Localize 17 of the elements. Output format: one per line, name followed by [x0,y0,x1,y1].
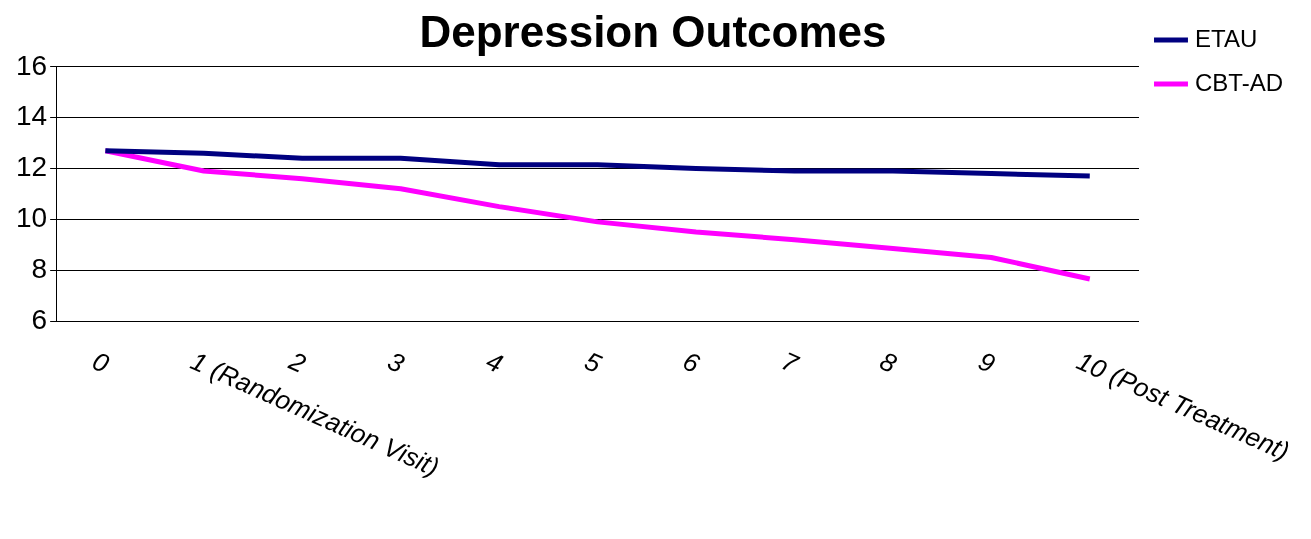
x-tick-label: 9 [973,345,1000,379]
x-tick-label: 3 [383,345,410,380]
y-tick-label: 8 [31,252,48,284]
x-tick-label: 7 [777,345,804,380]
y-tick-label: 14 [15,100,48,132]
legend-label: ETAU [1194,24,1258,52]
y-tick-label: 12 [15,151,48,183]
x-tick-label: 5 [580,345,607,380]
y-tick-label: 6 [31,303,48,335]
x-tick-label: 8 [875,345,902,380]
x-tick-label: 6 [678,345,705,380]
x-tick-label: 0 [87,345,114,380]
x-tick-label: 4 [481,345,508,379]
legend-label: CBT-AD [1194,68,1284,96]
y-tick-label: 10 [15,202,48,234]
y-tick-label: 16 [15,49,48,81]
chart-title: Depression Outcomes [419,6,887,56]
